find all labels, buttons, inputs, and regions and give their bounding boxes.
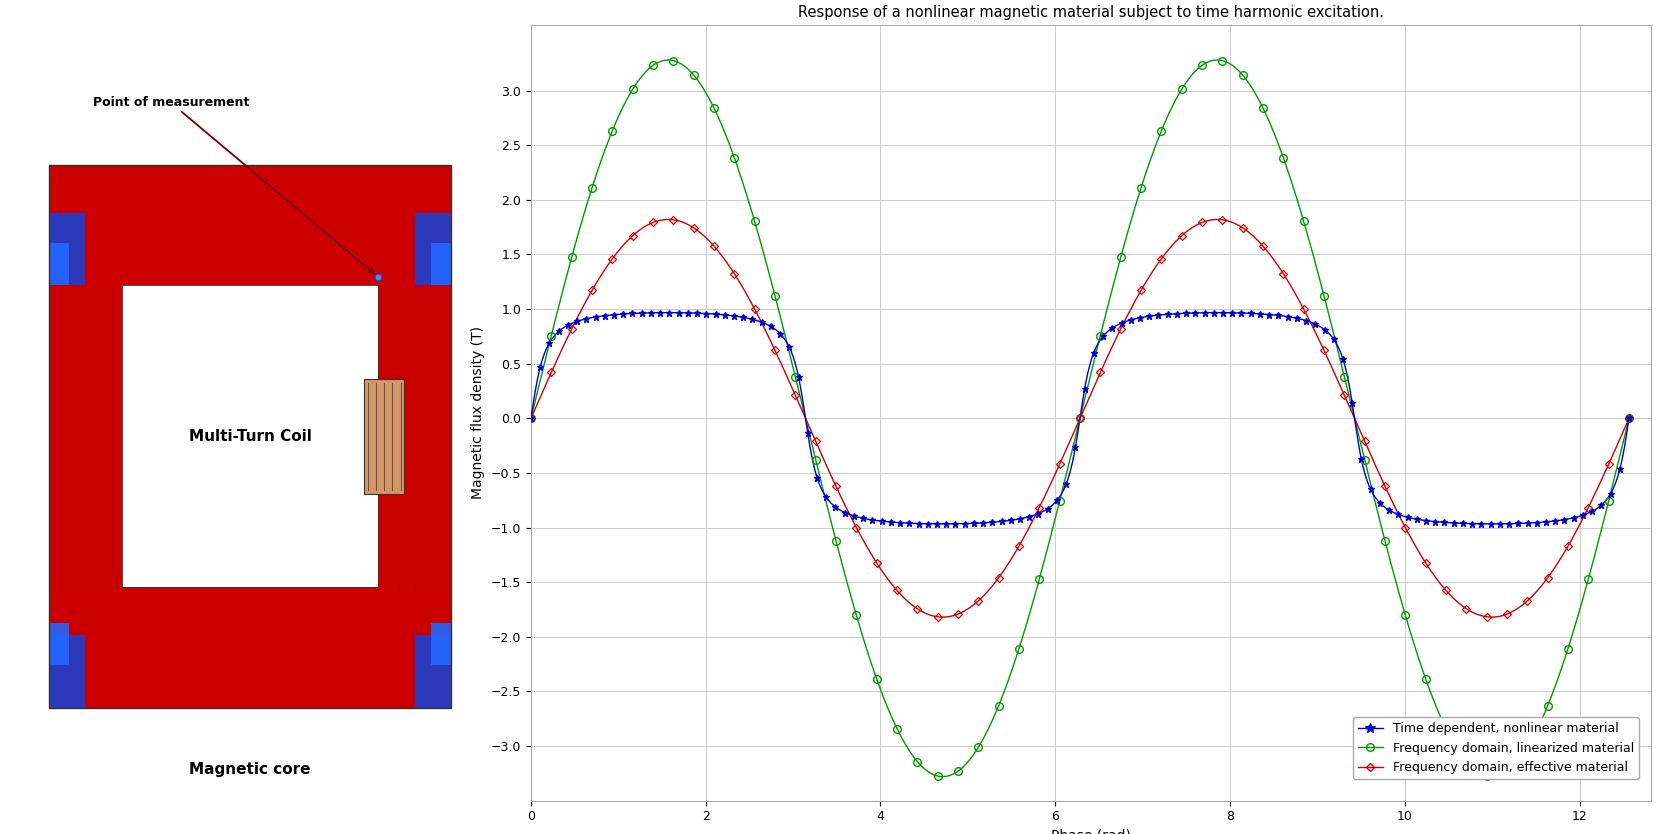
- Text: D: D: [1616, 83, 1626, 93]
- Text: Magnetic core: Magnetic core: [189, 762, 310, 777]
- Bar: [431, 243, 451, 285]
- Bar: [431, 623, 451, 666]
- Bar: [49, 213, 85, 285]
- Legend: Time dependent, nonlinear material, Frequency domain, linearized material, Frequ: Time dependent, nonlinear material, Freq…: [1353, 717, 1639, 779]
- Title: Response of a nonlinear magnetic material subject to time harmonic excitation.: Response of a nonlinear magnetic materia…: [798, 5, 1384, 20]
- Bar: [49, 623, 69, 666]
- Bar: [379, 285, 451, 587]
- Bar: [122, 285, 379, 587]
- Bar: [49, 587, 451, 707]
- Bar: [414, 213, 451, 285]
- Bar: [49, 164, 451, 707]
- Bar: [49, 285, 122, 587]
- Y-axis label: Magnetic flux density (T): Magnetic flux density (T): [471, 326, 484, 500]
- Text: Multi-Turn Coil: Multi-Turn Coil: [189, 429, 312, 444]
- Bar: [49, 243, 69, 285]
- Bar: [414, 636, 451, 707]
- Bar: [49, 164, 451, 285]
- Bar: [364, 379, 404, 494]
- Bar: [49, 636, 85, 707]
- Bar: [122, 285, 379, 587]
- Text: Point of measurement: Point of measurement: [92, 96, 374, 273]
- X-axis label: Phase (rad): Phase (rad): [1051, 829, 1131, 834]
